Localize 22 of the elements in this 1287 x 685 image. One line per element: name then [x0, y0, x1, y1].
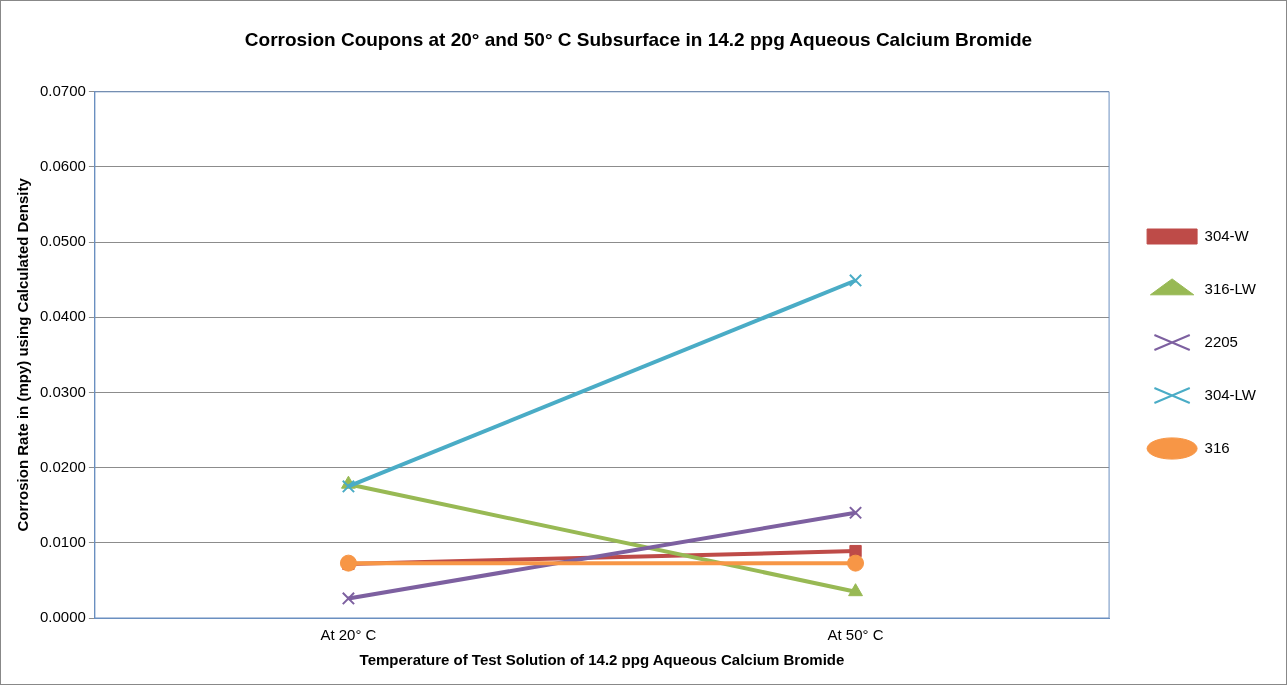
y-tick-label: 0.0200 — [39, 457, 86, 475]
y-tick-label: 0.0500 — [39, 232, 86, 250]
y-tick-label: 0.0000 — [39, 608, 86, 626]
x-axis-title: Temperature of Test Solution of 14.2 ppg Aqueous Calcium Bromide — [359, 651, 845, 669]
point — [847, 554, 865, 572]
point — [848, 506, 863, 520]
y-tick-label: 0.0400 — [39, 307, 86, 325]
x-tick-label: At 20° C — [320, 626, 377, 644]
y-tick-label: 0.0300 — [39, 382, 86, 400]
legend-label: 304-LW — [1204, 385, 1257, 403]
y-tick-label: 0.0700 — [39, 81, 86, 99]
chart-title: Corrosion Coupons at 20° and 50° C Subsurface in 14.2 ppg Aqueous Calcium Bromide — [244, 28, 1033, 50]
y-tick-label: 0.0600 — [39, 157, 86, 175]
y-axis-title: Corrosion Rate in (mpy) using Calculated Density — [14, 177, 32, 532]
legend-label: 2205 — [1204, 332, 1238, 350]
legend-label: 304-W — [1204, 226, 1250, 244]
y-tick-label: 0.0100 — [39, 532, 86, 550]
point — [848, 273, 863, 288]
point — [341, 591, 356, 606]
legend-label: 316 — [1204, 438, 1230, 456]
legend-label: 316-LW — [1204, 279, 1257, 297]
x-tick-label: At 50° C — [827, 626, 884, 644]
